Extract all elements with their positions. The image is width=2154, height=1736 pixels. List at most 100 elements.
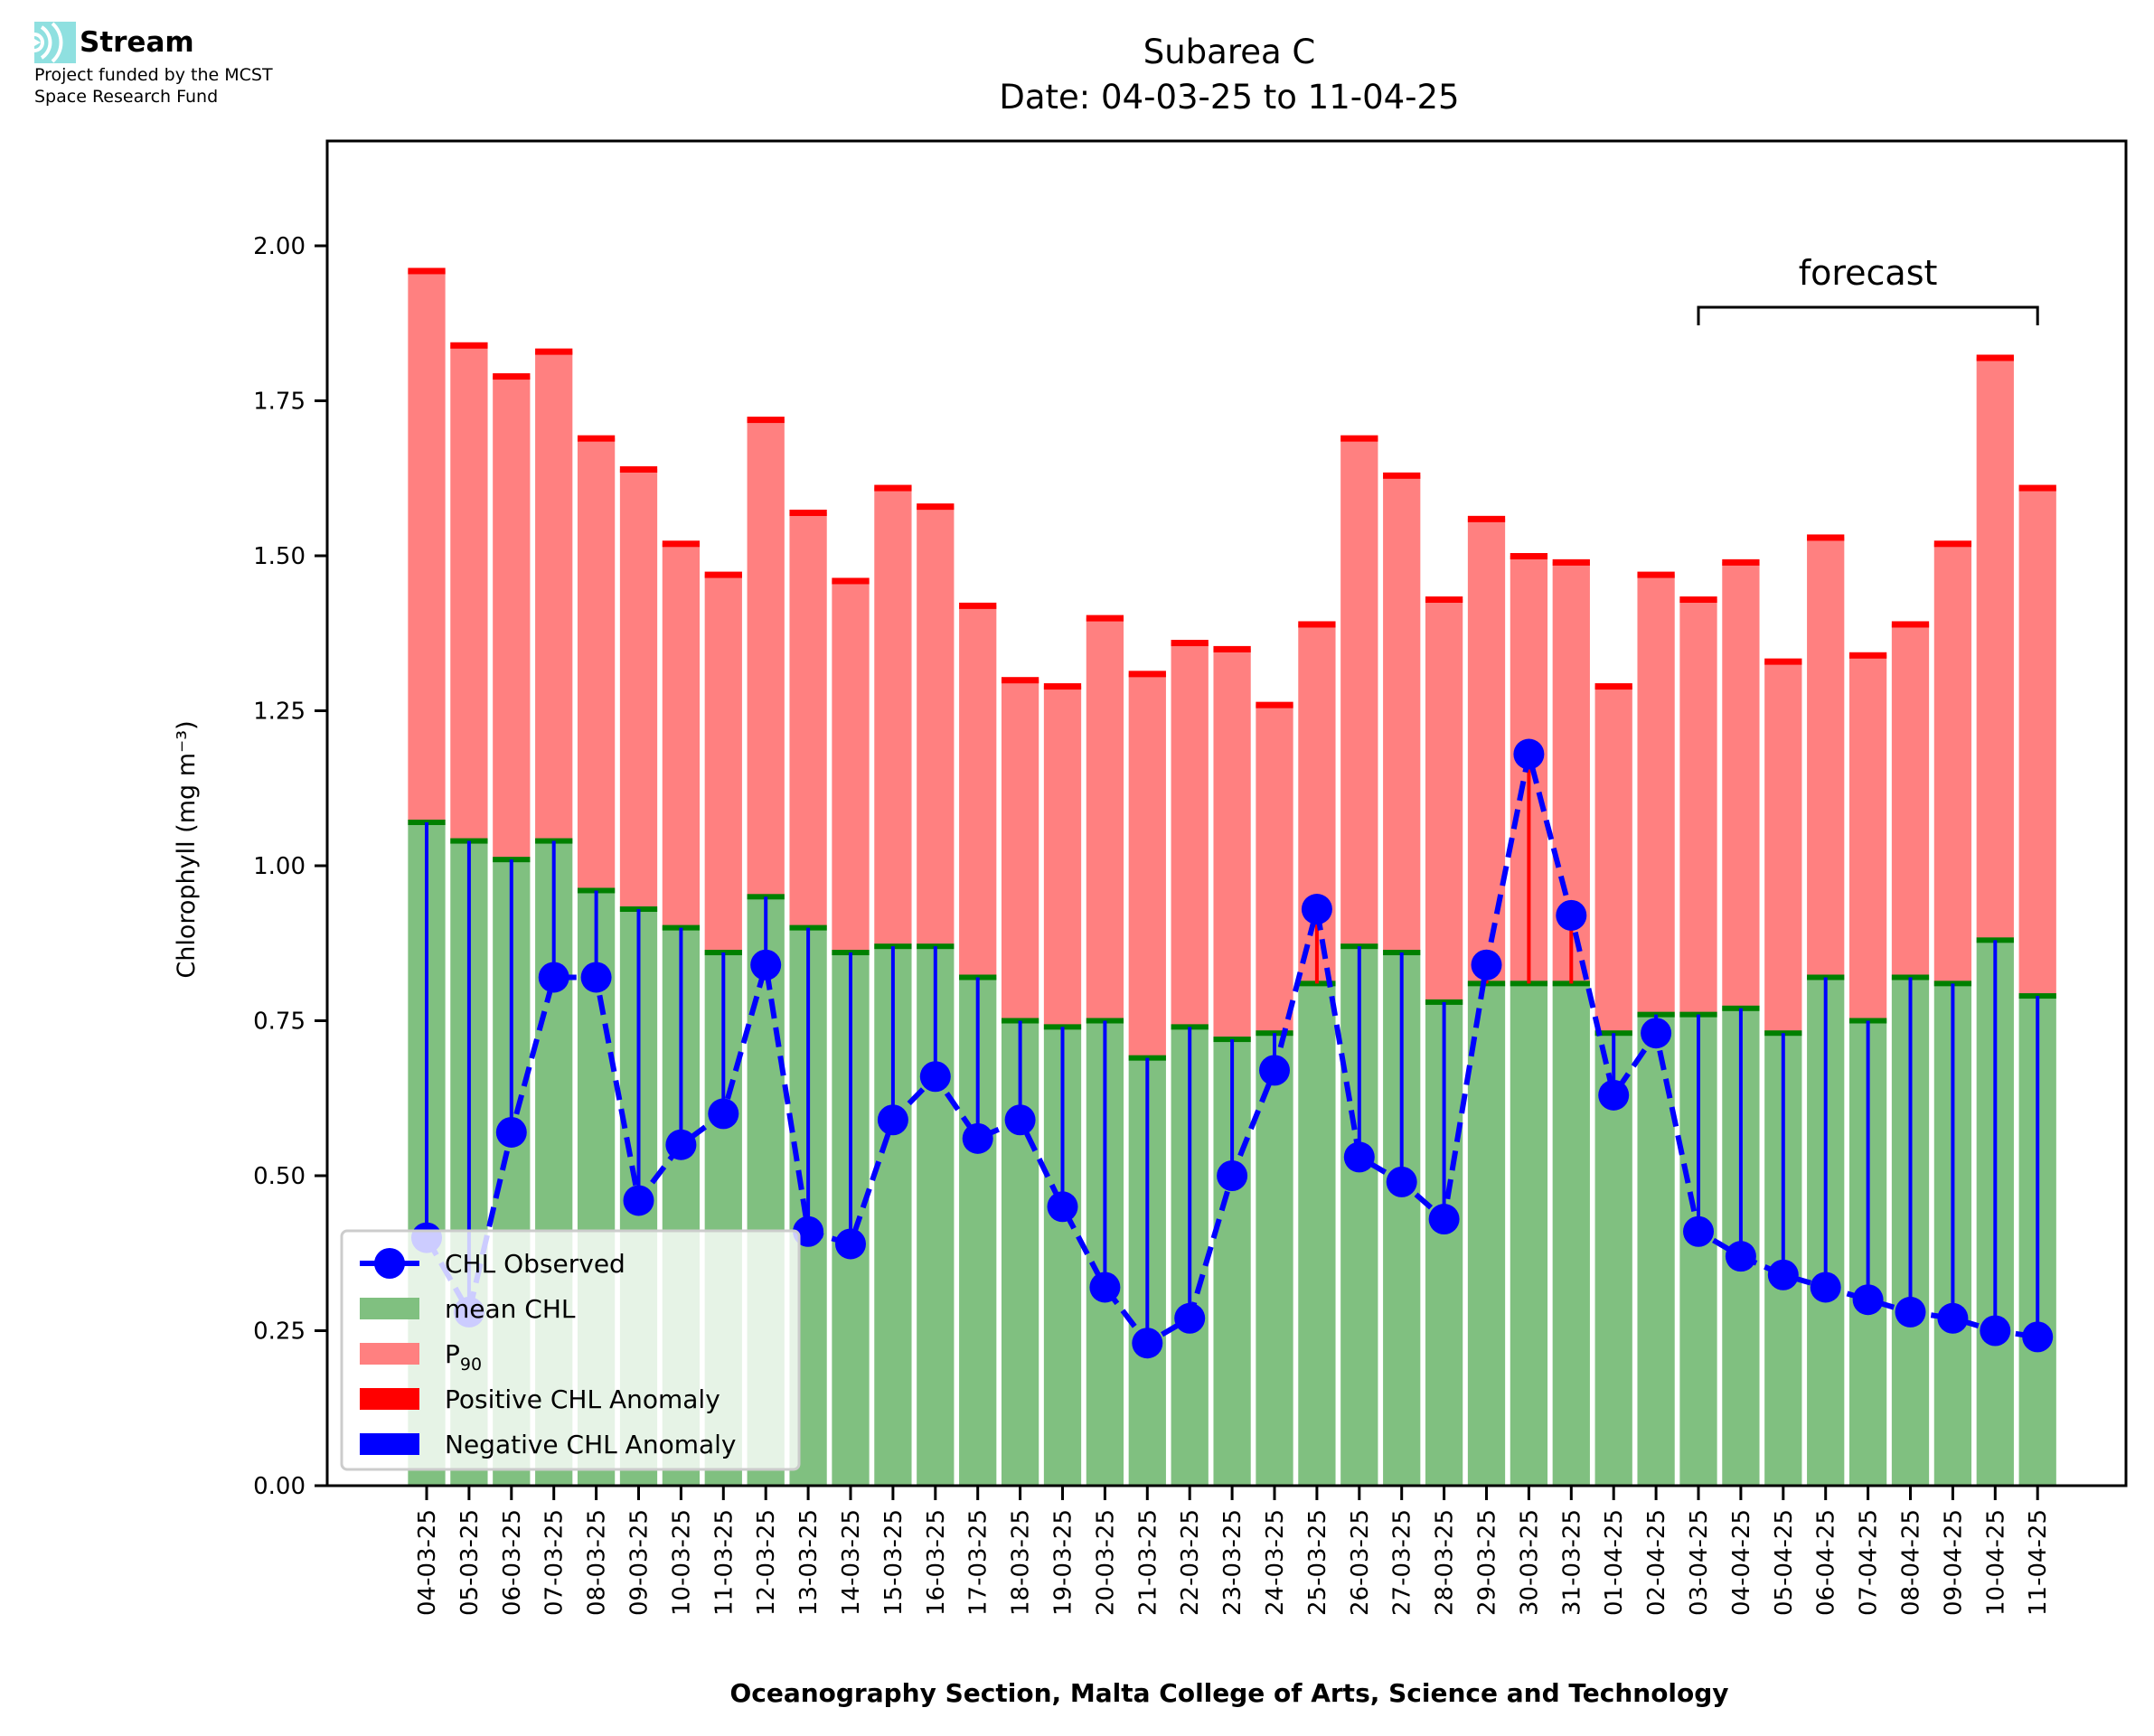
forecast-label: forecast [1799, 253, 1938, 293]
p90-cap [2018, 484, 2056, 492]
p90-cap [789, 509, 827, 516]
x-tick-label: 31-03-25 [1558, 1509, 1585, 1616]
y-tick-label: 1.75 [253, 389, 306, 416]
p90-cap [1637, 571, 1675, 578]
x-tick-label: 14-03-25 [838, 1509, 865, 1616]
observed-point [1089, 1272, 1121, 1303]
p90-cap [1510, 553, 1548, 559]
observed-point [1513, 738, 1545, 770]
x-tick-label: 16-03-25 [923, 1509, 950, 1616]
x-tick-label: 05-03-25 [456, 1509, 484, 1616]
p90-cap [1086, 615, 1124, 622]
p90-bar [1764, 661, 1802, 1034]
observed-point [835, 1228, 866, 1260]
p90-cap [1933, 540, 1972, 548]
legend-box [340, 1229, 801, 1471]
observed-point [1386, 1166, 1417, 1197]
observed-point [1471, 949, 1502, 981]
y-tick-label: 0.75 [253, 1009, 306, 1036]
observed-point [495, 1116, 527, 1148]
p90-bar [493, 376, 531, 860]
x-tick-label: 09-04-25 [1940, 1509, 1967, 1616]
x-tick-label: 07-03-25 [541, 1509, 569, 1616]
observed-point [1217, 1160, 1248, 1191]
plot-frame [325, 139, 2128, 1487]
x-tick-label: 02-04-25 [1643, 1509, 1670, 1616]
observed-point [1132, 1328, 1163, 1359]
x-tick-label: 12-03-25 [753, 1509, 780, 1616]
p90-bar [1933, 543, 1972, 984]
observed-point [1767, 1259, 1799, 1290]
p90-bar [1425, 599, 1463, 1002]
p90-bar [1171, 643, 1209, 1028]
x-axis-label: Oceanography Section, Malta College of A… [729, 1678, 1728, 1708]
legend-marker-swatch [374, 1248, 405, 1279]
logo-brand: Stream [34, 22, 273, 63]
p90-bar [1637, 574, 1675, 1015]
p90-cap [662, 540, 701, 548]
observed-point [665, 1129, 697, 1160]
x-tick-label: 30-03-25 [1516, 1509, 1543, 1616]
observed-point [580, 962, 612, 993]
y-tick-label: 0.00 [253, 1473, 306, 1500]
x-tick-label: 26-03-25 [1347, 1509, 1374, 1616]
x-tick-label: 27-03-25 [1389, 1509, 1416, 1616]
p90-cap [1976, 354, 2014, 361]
p90-cap [704, 571, 742, 578]
stream-waves-icon [34, 22, 76, 63]
p90-bar [1467, 518, 1506, 984]
mean-chl-bar [1510, 983, 1548, 1486]
mean-chl-bar [1256, 1033, 1293, 1486]
p90-cap [1891, 621, 1930, 628]
legend-patch-swatch [360, 1298, 419, 1319]
x-tick-label: 15-03-25 [880, 1509, 908, 1616]
p90-bar [1128, 673, 1166, 1058]
y-tick-label: 2.00 [253, 233, 306, 260]
observed-point [1895, 1296, 1926, 1328]
logo-name: Stream [80, 26, 194, 59]
x-tick-label: 22-03-25 [1177, 1509, 1204, 1616]
legend-label: Positive CHL Anomaly [445, 1384, 720, 1414]
p90-cap [577, 435, 616, 442]
p90-cap [959, 602, 997, 609]
x-tick-label: 28-03-25 [1432, 1509, 1459, 1616]
anomaly-stems-group [425, 754, 2040, 1344]
x-tick-label: 17-03-25 [965, 1509, 992, 1616]
observed-point [1343, 1141, 1375, 1173]
p90-bar [1213, 648, 1251, 1040]
p90-bar [1807, 537, 1845, 978]
x-tick-label: 05-04-25 [1771, 1509, 1798, 1616]
observed-point [1047, 1191, 1078, 1223]
x-tick-label: 04-03-25 [414, 1509, 441, 1616]
funding-line-2: Space Research Fund [34, 87, 219, 107]
p90-cap [874, 484, 912, 492]
p90-bar [917, 506, 955, 947]
p90-cap [1764, 658, 1802, 665]
legend-patch-swatch [360, 1343, 419, 1365]
observed-point [1004, 1104, 1036, 1136]
p90-bar [577, 437, 616, 891]
p90-cap [1340, 435, 1378, 442]
x-tick-label: 08-04-25 [1898, 1509, 1925, 1616]
observed-line-group [411, 738, 2054, 1359]
p90-bar [408, 270, 446, 822]
observed-point [1641, 1018, 1672, 1049]
y-tick-label: 1.25 [253, 699, 306, 726]
observed-point [1301, 894, 1332, 925]
observed-point [793, 1215, 824, 1247]
x-tick-label: 08-03-25 [584, 1509, 611, 1616]
p90-cap [619, 465, 658, 473]
p90-bar [450, 344, 488, 841]
p90-bar [1679, 599, 1717, 1015]
p90-bar [1340, 437, 1378, 947]
p90-cap [1848, 652, 1887, 659]
x-tick-label: 06-04-25 [1813, 1509, 1840, 1616]
p90-bar [789, 511, 827, 928]
observed-point [1598, 1079, 1630, 1111]
x-tick-label: 03-04-25 [1686, 1509, 1713, 1616]
p90-cap [1256, 701, 1293, 708]
p90-bar [1086, 617, 1124, 1021]
p90-cap [1722, 558, 1760, 566]
